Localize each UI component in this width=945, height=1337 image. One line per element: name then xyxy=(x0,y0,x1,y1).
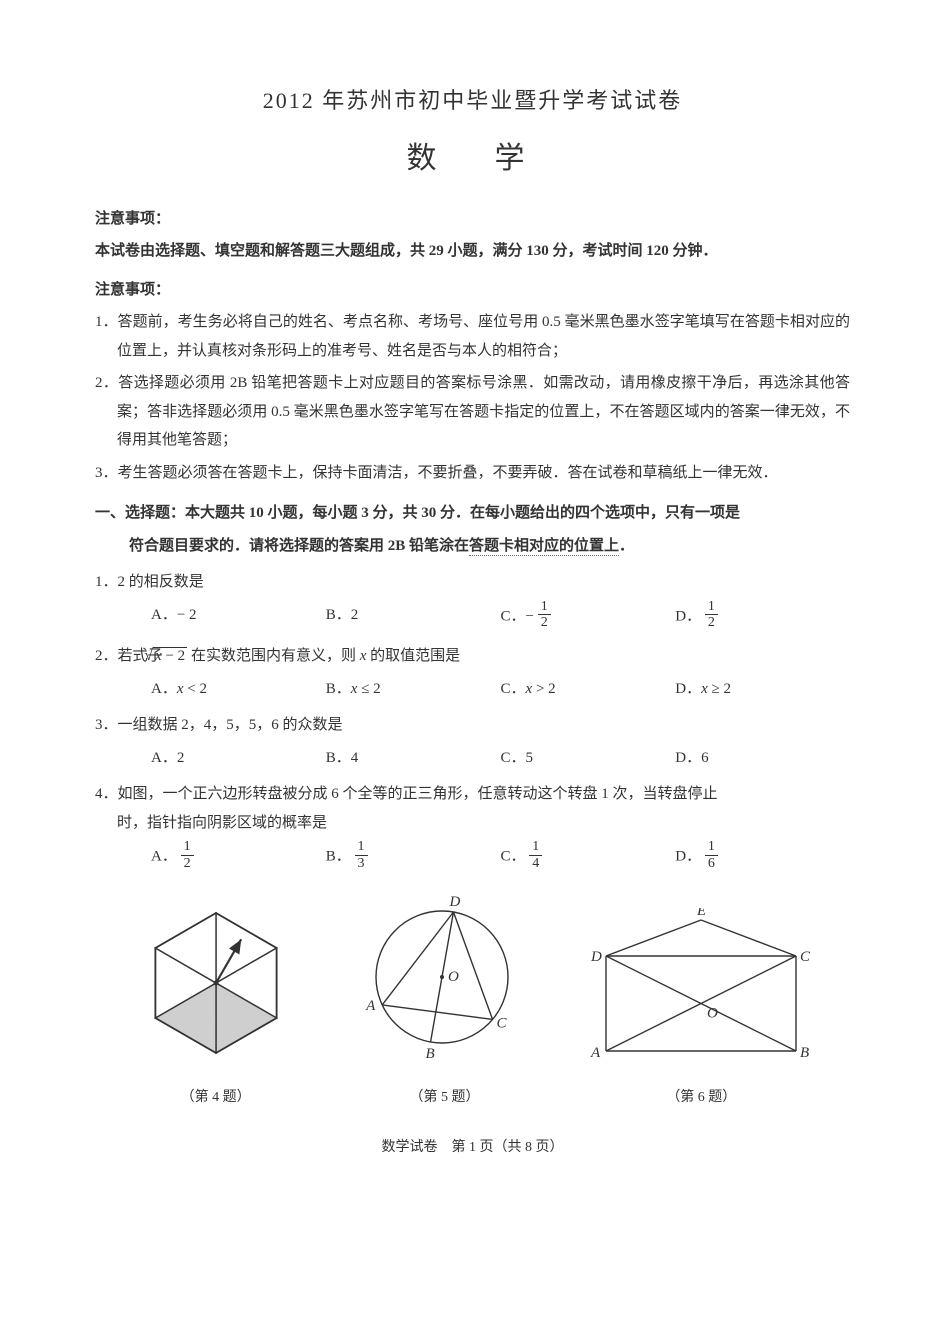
q2-c-rel: > 2 xyxy=(532,681,555,697)
question-3-options: A．2 B．4 C．5 D．6 xyxy=(95,744,850,773)
q3-option-a: A．2 xyxy=(151,744,326,773)
q2-suffix: 在实数范围内有意义，则 xyxy=(187,648,360,664)
question-1: 1．2 的相反数是 xyxy=(95,568,850,597)
fraction-icon: 12 xyxy=(705,599,718,631)
question-4-options: A． 12 B． 13 C． 14 D． 16 xyxy=(95,841,850,873)
svg-text:D: D xyxy=(448,894,460,910)
instruction-2: 2．答选择题必须用 2B 铅笔把答题卡上对应题目的答案标号涂黑．如需改动，请用橡… xyxy=(95,369,850,455)
page-title: 2012 年苏州市初中毕业暨升学考试试卷 xyxy=(95,80,850,122)
svg-text:C: C xyxy=(497,1016,508,1032)
svg-text:E: E xyxy=(696,908,706,919)
q2-a-rel: < 2 xyxy=(184,681,207,697)
instruction-1: 1．答题前，考生务必将自己的姓名、考点名称、考场号、座位号用 0.5 毫米黑色墨… xyxy=(95,308,850,365)
q1-d-prefix: D． xyxy=(675,608,701,624)
q2-option-d: D．x ≥ 2 xyxy=(675,675,850,704)
figure-4: （第 4 题） xyxy=(131,903,301,1111)
section1-heading-cont: 符合题目要求的．请将选择题的答案用 2B 铅笔涂在答题卡相对应的位置上． xyxy=(95,532,850,561)
question-4: 4．如图，一个正六边形转盘被分成 6 个全等的正三角形，任意转动这个转盘 1 次… xyxy=(95,780,850,809)
q2-option-a: A．x < 2 xyxy=(151,675,326,704)
q3-option-c: C．5 xyxy=(501,744,676,773)
figure-5-caption: （第 5 题） xyxy=(352,1085,537,1112)
q1-option-d: D． 12 xyxy=(675,601,850,633)
svg-text:B: B xyxy=(426,1046,435,1062)
page-footer: 数学试卷 第 1 页（共 8 页） xyxy=(95,1135,850,1162)
svg-text:O: O xyxy=(707,1006,718,1022)
notice-heading: 注意事项： xyxy=(95,205,850,234)
figures-row: （第 4 题） D B A C O （第 5 题） E D C A B O （第 6 题） xyxy=(95,893,850,1111)
q2-a-label: A． xyxy=(151,681,177,697)
q4-d-label: D． xyxy=(675,849,701,865)
q3-option-b: B．4 xyxy=(326,744,501,773)
q2-option-c: C．x > 2 xyxy=(501,675,676,704)
q3-option-d: D．6 xyxy=(675,744,850,773)
question-4-cont: 时，指针指向阴影区域的概率是 xyxy=(95,809,850,838)
q1-option-b: B．2 xyxy=(326,601,501,633)
figure-5: D B A C O （第 5 题） xyxy=(352,893,537,1111)
q1-option-a: A．− 2 xyxy=(151,601,326,633)
fraction-icon: 13 xyxy=(355,839,368,871)
svg-text:A: A xyxy=(365,998,376,1014)
q4-option-c: C． 14 xyxy=(501,841,676,873)
question-3: 3．一组数据 2，4，5，5，6 的众数是 xyxy=(95,711,850,740)
sqrt-icon: x − 2 xyxy=(166,641,187,671)
svg-text:B: B xyxy=(800,1045,809,1061)
hexagon-spinner-icon xyxy=(131,903,301,1068)
rectangle-diagram-icon: E D C A B O xyxy=(588,908,814,1068)
q4-option-b: B． 13 xyxy=(326,841,501,873)
q4-c-label: C． xyxy=(501,849,526,865)
section1-sub-end: ． xyxy=(619,538,634,554)
section1-sub-text: 符合题目要求的．请将选择题的答案用 2B 铅笔涂在 xyxy=(129,538,469,554)
q2-option-b: B．x ≤ 2 xyxy=(326,675,501,704)
subject-title: 数 学 xyxy=(95,130,850,187)
q2-d-label: D． xyxy=(675,681,701,697)
fraction-icon: 14 xyxy=(529,839,542,871)
q4-a-label: A． xyxy=(151,849,177,865)
notice-heading-2: 注意事项： xyxy=(95,276,850,305)
instruction-3: 3．考生答题必须答在答题卡上，保持卡面清洁，不要折叠，不要弄破．答在试卷和草稿纸… xyxy=(95,459,850,488)
fraction-icon: 12 xyxy=(538,599,551,631)
fraction-icon: 12 xyxy=(181,839,194,871)
q1-c-prefix: C． xyxy=(501,608,526,624)
figure-4-caption: （第 4 题） xyxy=(131,1085,301,1112)
paper-info: 本试卷由选择题、填空题和解答题三大题组成，共 29 小题，满分 130 分，考试… xyxy=(95,237,850,266)
figure-6: E D C A B O （第 6 题） xyxy=(588,908,814,1111)
q4-option-a: A． 12 xyxy=(151,841,326,873)
q2-b-label: B． xyxy=(326,681,351,697)
circle-diagram-icon: D B A C O xyxy=(352,893,537,1068)
q1-option-c: C．− 12 xyxy=(501,601,676,633)
svg-text:D: D xyxy=(590,949,602,965)
figure-6-caption: （第 6 题） xyxy=(588,1085,814,1112)
question-1-options: A．− 2 B．2 C．− 12 D． 12 xyxy=(95,601,850,633)
q2-end: 的取值范围是 xyxy=(366,648,460,664)
q4-option-d: D． 16 xyxy=(675,841,850,873)
svg-text:C: C xyxy=(800,949,811,965)
q2-c-label: C． xyxy=(501,681,526,697)
svg-text:O: O xyxy=(448,969,459,985)
q2-d-rel: ≥ 2 xyxy=(708,681,731,697)
q4-b-label: B． xyxy=(326,849,351,865)
question-2-options: A．x < 2 B．x ≤ 2 C．x > 2 D．x ≥ 2 xyxy=(95,675,850,704)
q2-b-rel: ≤ 2 xyxy=(357,681,380,697)
svg-text:A: A xyxy=(590,1045,601,1061)
section1-heading: 一、选择题：本大题共 10 小题，每小题 3 分，共 30 分．在每小题给出的四… xyxy=(95,499,850,528)
question-2: 2．若式子 x − 2 在实数范围内有意义，则 x 的取值范围是 xyxy=(95,641,850,671)
fraction-icon: 16 xyxy=(705,839,718,871)
section1-sub-dotted: 答题卡相对应的位置上 xyxy=(469,538,619,556)
